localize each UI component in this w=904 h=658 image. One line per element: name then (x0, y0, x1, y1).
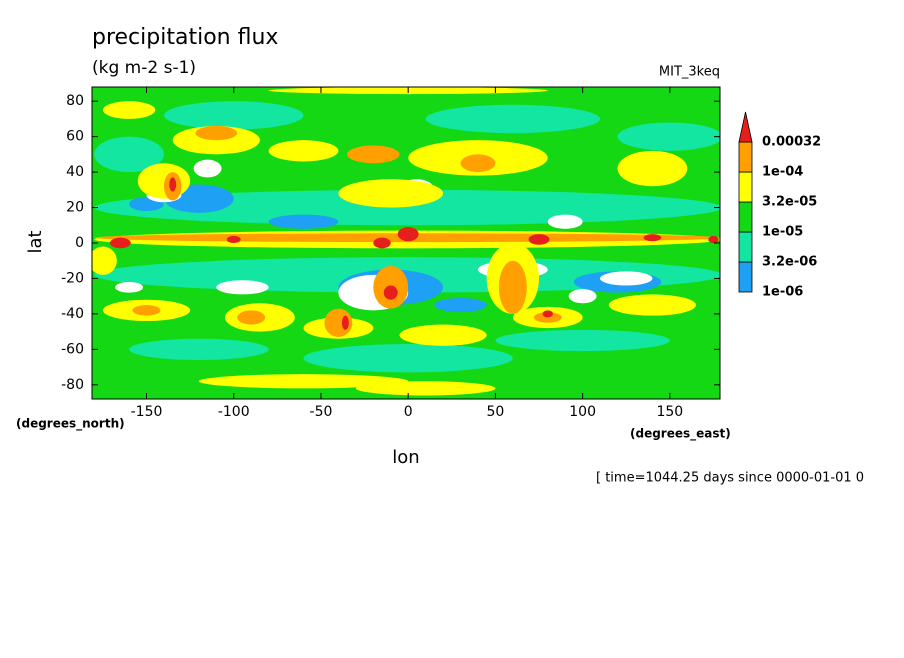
contour-region (495, 329, 670, 352)
contour-region (324, 308, 353, 337)
colorbar-box (738, 171, 753, 203)
contour-region (268, 214, 339, 229)
contour-region (643, 234, 662, 242)
contour-region (434, 297, 487, 313)
contour-region (169, 177, 177, 192)
colorbar-label: 0.00032 (762, 135, 821, 150)
x-tick-label: 50 (486, 404, 504, 420)
colorbar-label: 1e-06 (762, 285, 803, 300)
colorbar-box (738, 261, 753, 293)
contour-region (129, 338, 269, 361)
contour-region (347, 145, 400, 164)
x-axis-label: lon (392, 447, 419, 468)
contour-region (373, 237, 391, 249)
contour-region (303, 344, 513, 373)
contour-region (533, 312, 562, 323)
y-tick-label: 40 (66, 164, 84, 180)
y-tick-label: -60 (61, 341, 84, 357)
contour-region (355, 381, 496, 396)
contour-region (542, 310, 553, 318)
colorbar-box (738, 201, 753, 233)
contour-region (195, 126, 238, 141)
x-unit: (degrees_east) (630, 427, 731, 442)
colorbar-label: 3.2e-05 (762, 195, 817, 210)
contour-region (94, 136, 164, 173)
contour-region (216, 280, 269, 295)
contour-region (383, 285, 398, 300)
contour-region (92, 246, 117, 275)
contour-region (237, 310, 266, 325)
colorbar-label: 1e-05 (762, 225, 803, 240)
contour-region (102, 101, 156, 119)
contour-region (528, 234, 550, 245)
contour-region (338, 179, 444, 208)
y-tick-label: -20 (61, 270, 84, 286)
contour-region (425, 104, 601, 134)
y-axis-label: lat (25, 230, 46, 253)
x-tick-label: -50 (310, 404, 333, 420)
contour-region (568, 289, 597, 304)
x-tick-label: 100 (569, 404, 596, 420)
contour-region (193, 159, 222, 178)
chart-subtitle: (kg m-2 s-1) (92, 58, 196, 78)
y-tick-label: -80 (61, 377, 84, 393)
contour-field (92, 87, 720, 399)
contour-region (600, 271, 653, 286)
contour-region (708, 235, 719, 243)
contour-region (617, 122, 720, 151)
y-tick-label: -40 (61, 306, 84, 322)
contour-region (399, 324, 487, 346)
contour-region (341, 315, 349, 330)
contour-region (460, 154, 496, 173)
model-label: MIT_3keq (659, 65, 720, 80)
contour-region (268, 140, 339, 162)
contour-region (172, 126, 260, 155)
x-tick-label: -100 (218, 404, 250, 420)
colorbar-label: 1e-04 (762, 165, 803, 180)
y-tick-label: 80 (66, 93, 84, 109)
contour-region (498, 260, 527, 314)
contour-region (397, 227, 419, 242)
contour-region (132, 305, 161, 316)
contour-region (226, 235, 241, 243)
y-tick-label: 20 (66, 200, 84, 216)
colorbar-triangle (738, 111, 753, 143)
contour-region (137, 163, 191, 199)
contour-region (198, 374, 409, 389)
colorbar-box (738, 141, 753, 173)
x-tick-label: 150 (656, 404, 683, 420)
y-tick-label: 0 (75, 235, 84, 251)
footer: [ time=1044.25 days since 0000-01-01 0 (596, 471, 864, 486)
contour-region (115, 282, 144, 293)
chart-title: precipitation flux (92, 25, 278, 50)
contour-region (617, 150, 688, 187)
colorbar-label: 3.2e-06 (762, 255, 817, 270)
y-tick-label: 60 (66, 129, 84, 145)
x-tick-label: -150 (131, 404, 163, 420)
contour-region (163, 101, 304, 130)
colorbar-box (738, 231, 753, 263)
contour-region (608, 294, 697, 316)
y-unit: (degrees_north) (16, 417, 125, 432)
x-tick-label: 0 (404, 404, 413, 420)
contour-region (109, 237, 131, 249)
contour-region (547, 214, 583, 229)
